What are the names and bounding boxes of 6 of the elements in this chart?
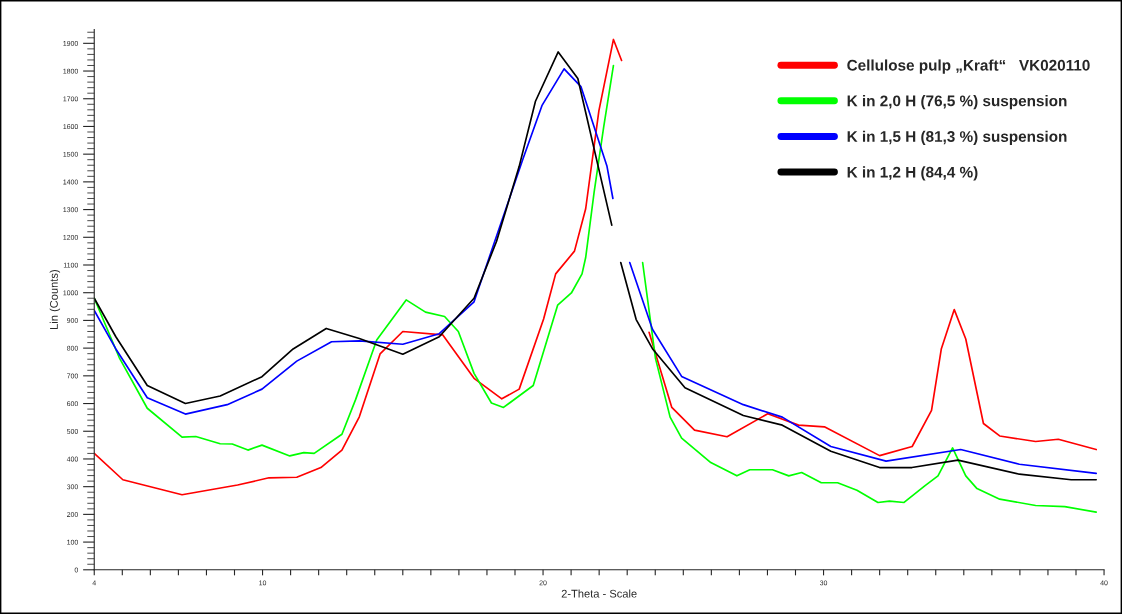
y-axis-title: Lin (Counts) [49,270,61,329]
legend-label: K in 1,5 H (81,3 %) suspension [847,130,1067,145]
x-axis-title: 2-Theta - Scale [561,589,637,598]
legend-label: K in 1,2 H (84,4 %) [847,166,978,181]
legend-label: K in 2,0 H (76,5 %) suspension [847,95,1067,110]
legend-label: Cellulose pulp „Kraft“ VK020110 [847,59,1090,74]
